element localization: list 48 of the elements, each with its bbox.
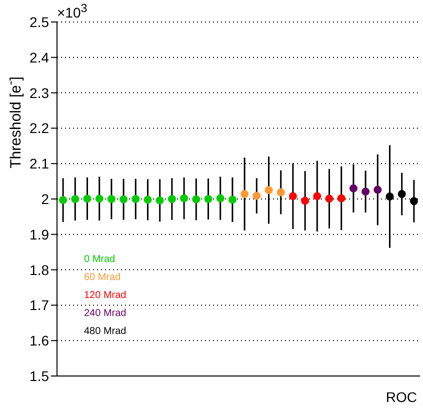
point <box>288 192 297 200</box>
text: 240 Mrad <box>84 307 126 321</box>
text: 480 Mrad <box>84 325 126 339</box>
point <box>325 194 334 203</box>
point <box>204 195 212 203</box>
text: ×10$^{3}$ <box>57 2 88 21</box>
text: 120 Mrad <box>84 289 126 303</box>
y-tick-label: 2.4 <box>30 49 50 66</box>
x-axis-title: ROC <box>386 389 417 405</box>
y-tick-label: 1.8 <box>30 262 50 278</box>
y-tick-label: 1.7 <box>30 297 50 314</box>
point <box>301 196 310 205</box>
point <box>168 195 176 203</box>
point <box>59 196 68 204</box>
point <box>362 188 370 196</box>
y-tick-label: 1.5 <box>30 368 50 384</box>
text: 60 Mrad <box>84 271 122 285</box>
y-tick-label: 1.6 <box>30 332 50 349</box>
y-tick-label: 1.9 <box>30 226 50 242</box>
point <box>95 194 104 203</box>
y-tick-label: 2 <box>41 190 50 207</box>
point <box>276 188 285 196</box>
point <box>228 196 236 204</box>
point <box>120 195 128 204</box>
y-tick-label: 2.5 <box>30 14 50 30</box>
point <box>83 194 92 203</box>
point <box>264 186 273 194</box>
point <box>144 196 152 204</box>
point <box>132 195 140 203</box>
point <box>192 195 200 204</box>
point <box>374 186 382 194</box>
y-tick-label: 2.3 <box>30 84 50 101</box>
point <box>107 195 116 203</box>
point <box>398 190 406 198</box>
point <box>410 197 418 206</box>
y-tick-label: 2.2 <box>30 120 50 136</box>
point <box>337 194 346 202</box>
text: 0 Mrad <box>84 253 116 267</box>
point <box>156 196 164 204</box>
point <box>240 190 249 198</box>
point <box>180 194 188 202</box>
point <box>252 192 261 200</box>
point <box>386 192 394 201</box>
y-tick-label: 2.1 <box>30 156 50 172</box>
point <box>349 184 358 192</box>
point <box>71 195 80 203</box>
point <box>216 194 224 202</box>
point <box>313 192 322 200</box>
